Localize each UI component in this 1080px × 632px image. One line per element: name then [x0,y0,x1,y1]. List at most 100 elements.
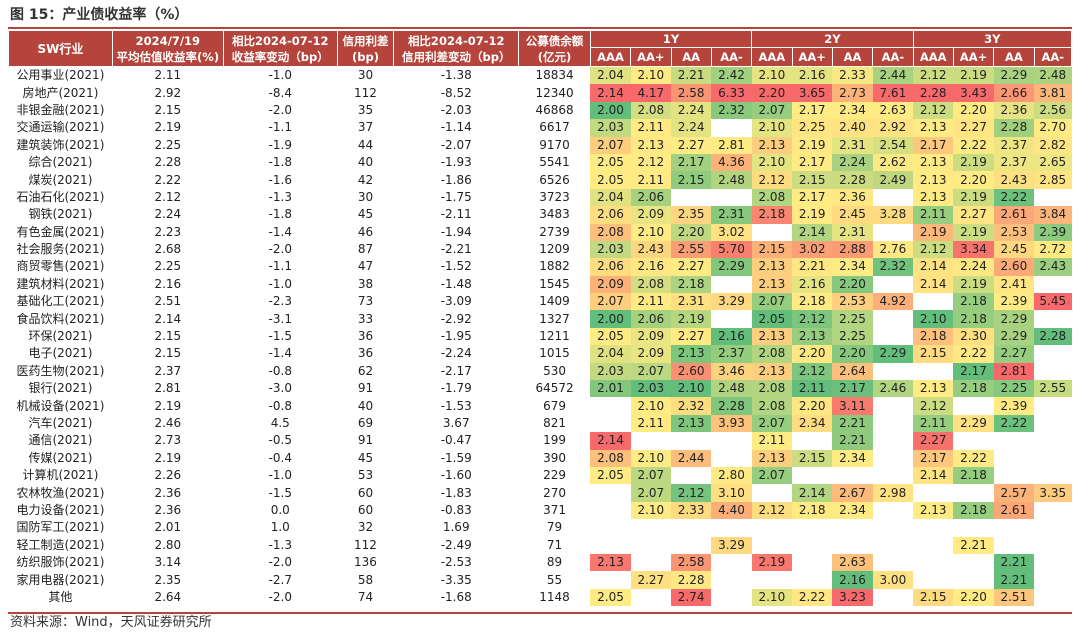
industry-cell: 传媒(2021) [28,450,93,465]
table-row: 计算机(2021) 2.26 -1.0 53 -1.60 229 2.05 2.07 2.80 2… [9,466,1072,485]
yield-2y-aaa-cell [752,571,792,588]
industry-cell: 环保(2021) [28,329,93,344]
yield-2y-aaa-cell [752,537,792,554]
yield-2y-aaplus-cell: 2.16 [792,66,833,85]
industry-cell: 银行(2021) [28,381,93,396]
yield-2y-aaminus-cell [873,415,913,432]
spread-change-cell: -1.68 [440,589,472,604]
yield-1y-aaminus-cell [711,310,751,327]
spread-cell: 45 [357,207,374,222]
industry-cell: 医药生物(2021) [16,363,105,378]
yield-1y-aa-cell: 2.24 [671,101,712,120]
yield-3y-aaplus-cell: 2.20 [953,588,994,607]
yield-cell: 2.25 [154,259,182,274]
yield-1y-aaplus-cell: 2.11 [630,414,671,433]
table-row: 电子(2021) 2.15 -1.4 36 -2.24 1015 2.04 2.09 2.13 2… [9,345,1072,363]
yield-1y-aa-cell: 2.13 [671,345,712,363]
yield-2y-aaplus-cell: 2.14 [792,484,833,502]
yield-2y-aaminus-cell [873,467,913,484]
yield-1y-aaa-cell [590,415,630,432]
yield-2y-aaa-cell: 2.13 [751,275,793,294]
yield-3y-aaa-cell: 2.19 [913,223,954,241]
yield-1y-aaplus-cell [631,519,671,536]
balance-cell: 64572 [535,381,574,396]
yield-1y-aaa-cell [590,502,630,519]
yield-2y-aaplus-cell: 2.17 [792,188,833,207]
industry-cell: 汽车(2021) [28,416,93,430]
spread-cell: 40 [357,398,374,413]
balance-cell: 821 [543,416,566,430]
balance-cell: 1327 [539,311,570,326]
yield-3y-aaa-cell: 2.27 [913,432,954,450]
yield-1y-aaminus-cell: 2.48 [711,171,752,189]
yield-3y-aaplus-cell [953,554,993,571]
yield-1y-aaminus-cell: 2.81 [711,136,752,154]
yield-2y-aaa-cell: 2.08 [751,345,793,363]
yield-1y-aaminus-cell [711,450,751,467]
yield-2y-aa-cell: 2.25 [832,327,873,346]
yield-3y-aaminus-cell: 3.35 [1034,484,1072,502]
yield-3y-aaplus-cell: 2.19 [953,223,994,241]
table-row: 环保(2021) 2.15 -1.5 36 -1.95 1211 2.05 2.09 2.27 2… [9,327,1072,346]
yield-1y-aaplus-cell: 2.16 [630,258,671,276]
yield-change-cell: -2.0 [268,102,292,117]
yield-1y-aaa-cell [590,397,630,414]
yield-change-cell: -0.8 [268,363,292,378]
spread-change-cell: -3.35 [440,572,472,587]
yield-1y-aaplus-cell: 2.11 [630,119,671,137]
yield-3y-aaminus-cell: 2.85 [1034,171,1072,189]
yield-2y-aaminus-cell [873,224,913,241]
yield-2y-aaminus-cell: 7.61 [872,84,914,102]
yield-1y-aaplus-cell: 2.07 [630,484,671,502]
yield-3y-aaplus-cell: 2.20 [953,171,994,189]
industry-cell: 通信(2021) [28,433,93,448]
yield-2y-aaplus-cell: 2.18 [792,293,833,311]
yield-3y-aaminus-cell: 2.56 [1034,101,1072,120]
yield-2y-aaplus-cell: 2.15 [792,449,833,467]
yield-cell: 2.22 [154,172,182,187]
yield-1y-aaminus-cell [711,571,751,588]
yield-1y-aaplus-cell: 2.08 [630,275,671,294]
yield-1y-aaa-cell: 2.05 [590,588,631,607]
yield-3y-aaplus-cell: 2.18 [953,501,994,520]
header-rating: AA- [872,47,914,67]
yield-cell: 2.11 [154,68,182,83]
header-industry: SW行业 [8,30,113,67]
spread-cell: 42 [357,172,374,187]
industry-cell: 家用电器(2021) [16,572,105,587]
yield-change-cell: -1.0 [268,276,292,291]
yield-3y-aa-cell: 2.28 [993,119,1035,137]
yield-3y-aaplus-cell: 2.20 [953,101,994,120]
yield-change-cell: -8.4 [268,85,292,100]
balance-cell: 79 [546,520,563,535]
yield-change-cell: -1.5 [268,329,292,344]
yield-change-cell: -1.4 [268,224,292,239]
spread-change-cell: -1.38 [440,68,472,83]
figure-title: 图 15：产业债收益率（%） [10,7,189,23]
yield-3y-aaminus-cell: 3.84 [1034,206,1072,224]
title-rule [8,27,1072,29]
yield-cell: 2.37 [154,363,182,378]
header-tenor-2y: 2Y [751,30,914,48]
yield-1y-aa-cell: 2.44 [671,449,712,467]
balance-cell: 199 [543,433,566,448]
yield-change-cell: 0.0 [270,502,290,517]
header-rating: AA- [1033,47,1073,67]
spread-cell: 87 [357,242,374,257]
yield-1y-aaminus-cell: 2.32 [711,101,752,120]
yield-1y-aaa-cell: 2.09 [590,275,631,294]
balance-cell: 390 [543,450,566,465]
balance-cell: 2739 [539,224,570,239]
yield-2y-aa-cell: 2.34 [832,501,873,520]
yield-1y-aaplus-cell: 2.11 [630,171,671,189]
yield-cell: 2.36 [154,485,182,500]
balance-cell: 1882 [539,259,570,274]
balance-cell: 46868 [535,102,574,117]
spread-change-cell: -1.52 [440,259,472,274]
spread-cell: 36 [357,346,374,361]
spread-change-cell: -1.75 [440,189,472,204]
yield-cell: 2.73 [154,433,182,448]
yield-1y-aaa-cell [590,537,630,554]
table-row: 有色金属(2021) 2.23 -1.4 46 -1.94 2739 2.08 2.10 2.2… [9,223,1072,241]
yield-1y-aaplus-cell: 2.06 [630,310,671,328]
